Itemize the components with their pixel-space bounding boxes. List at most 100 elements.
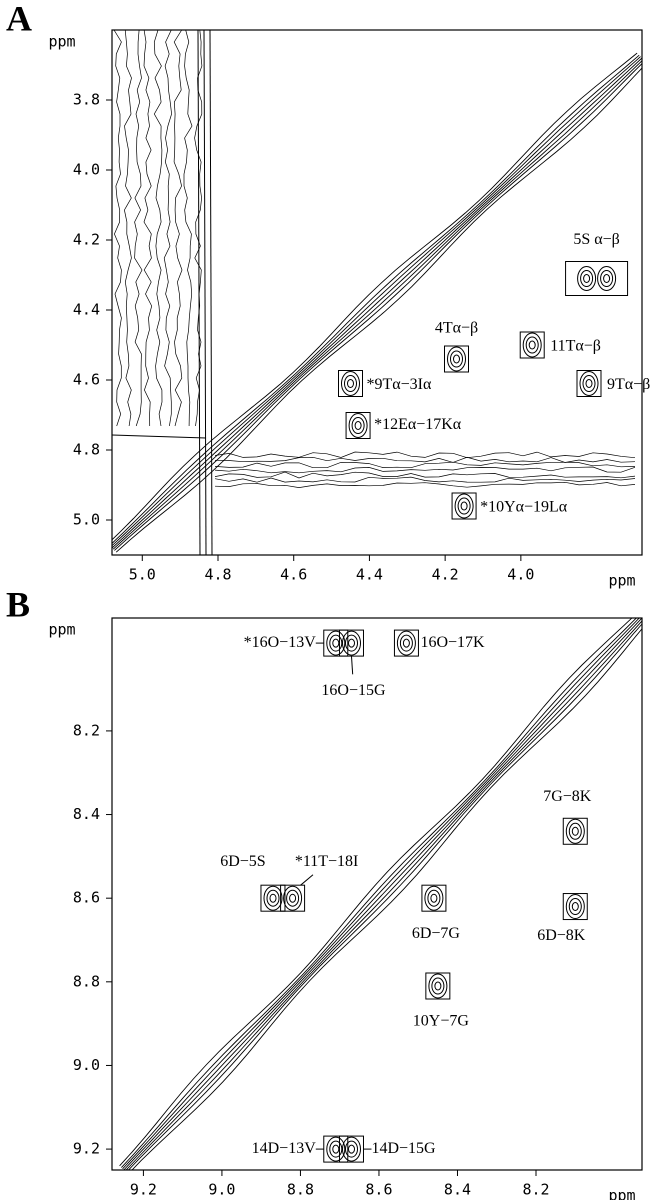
peak-label: 14D−13V (252, 1140, 317, 1157)
noise-contour (214, 461, 636, 469)
peak-label: 10Y−7G (413, 1013, 470, 1030)
peak (326, 630, 346, 656)
x-tick-label: 9.2 (130, 1181, 157, 1199)
plot-area (119, 618, 642, 1170)
peak-box (323, 629, 349, 657)
y-tick-label: 8.2 (73, 721, 100, 739)
y-tick-label: 9.0 (73, 1056, 100, 1074)
x-tick-label: 4.8 (204, 566, 231, 584)
x-axis-label: ppm (608, 1187, 635, 1200)
peak-box (338, 629, 364, 657)
diagonal-contour (112, 56, 641, 547)
noise-contour (113, 30, 122, 427)
diagonal-contour (112, 57, 642, 549)
peak-label: 4Tα−β (435, 320, 478, 337)
peak-label: 16O−15G (321, 682, 386, 699)
peak-label: *12Eα−17Kα (374, 416, 462, 433)
y-tick-label: 4.8 (73, 441, 100, 459)
peak (263, 885, 283, 911)
peak (447, 346, 467, 372)
noise-contour (203, 30, 207, 555)
peak-label: 16O−17K (420, 634, 485, 651)
peak-label: 6D−8K (537, 927, 586, 944)
diagonal-contour (112, 60, 642, 550)
noise-contour (197, 30, 201, 555)
x-tick-label: 8.2 (522, 1181, 549, 1199)
noise-contour (173, 30, 183, 427)
pointer (300, 874, 314, 886)
noise-contour (163, 30, 172, 427)
y-tick-label: 4.6 (73, 371, 100, 389)
peak-box (451, 492, 477, 520)
x-tick-label: 4.0 (507, 566, 534, 584)
x-tick-label: 9.0 (208, 1181, 235, 1199)
x-tick-label: 5.0 (129, 566, 156, 584)
peak-box (393, 629, 419, 657)
peak (424, 885, 444, 911)
noise-contour (214, 451, 636, 459)
peak-box (565, 261, 629, 296)
peak-label: *9Tα−3Iα (367, 376, 433, 393)
peak (348, 413, 368, 438)
pointer (350, 656, 354, 675)
x-axis-label: ppm (608, 572, 635, 590)
peak (428, 973, 448, 999)
peak (342, 630, 362, 656)
peak-box (338, 1135, 364, 1163)
diagonal-contour (125, 620, 642, 1170)
peak-box (280, 884, 306, 912)
panel-letter: A (6, 0, 32, 38)
plot-frame (111, 617, 643, 1171)
peak (454, 493, 474, 519)
peak (283, 885, 303, 911)
diagonal-contour (112, 52, 638, 541)
noise-contour (112, 434, 207, 439)
peak (326, 1136, 346, 1162)
noise-contour (143, 30, 153, 427)
diagonal-contour (131, 628, 642, 1170)
x-tick-label: 8.8 (287, 1181, 314, 1199)
y-tick-label: 8.6 (73, 889, 100, 907)
peak (565, 894, 585, 919)
noise-contour (209, 30, 213, 555)
peak (579, 371, 599, 396)
peak-box (425, 972, 451, 1000)
peak (341, 371, 361, 396)
peak-box (421, 884, 447, 912)
peak (577, 266, 617, 291)
y-tick-label: 3.8 (73, 91, 100, 109)
noise-contour (214, 481, 636, 488)
diagonal-contour (112, 54, 640, 544)
peak-label: *16O−13V (244, 634, 317, 651)
plot-frame (111, 29, 643, 556)
peak-label: *10Yα−19Lα (480, 499, 568, 516)
diagonal-contour (114, 62, 642, 551)
y-tick-label: 8.4 (73, 805, 100, 823)
peak-label: 11Tα−β (550, 338, 601, 355)
y-axis-label: ppm (48, 33, 75, 51)
peak-box (338, 370, 363, 397)
y-tick-label: 5.0 (73, 511, 100, 529)
noise-contour (214, 466, 636, 474)
noise-contour (214, 471, 636, 479)
noise-contour (214, 456, 636, 463)
peak-label: 6D−7G (412, 925, 461, 942)
panel-letter: B (6, 584, 30, 624)
y-tick-label: 9.2 (73, 1140, 100, 1158)
peak-box (444, 345, 469, 373)
peak (396, 630, 416, 656)
peak-box (562, 893, 588, 921)
diagonal-contour (121, 618, 638, 1168)
peak-label: 14D−15G (371, 1140, 436, 1157)
peak-box (562, 817, 588, 845)
y-tick-label: 4.4 (73, 301, 100, 319)
x-tick-label: 8.4 (444, 1181, 471, 1199)
y-tick-label: 8.8 (73, 972, 100, 990)
peak-label: *11T−18I (295, 853, 359, 870)
peak-label: 5S α−β (573, 231, 619, 248)
x-tick-label: 4.4 (356, 566, 383, 584)
x-tick-label: 4.6 (280, 566, 307, 584)
y-tick-label: 4.2 (73, 231, 100, 249)
peak-label: 6D−5S (220, 853, 265, 870)
y-tick-label: 4.0 (73, 161, 100, 179)
